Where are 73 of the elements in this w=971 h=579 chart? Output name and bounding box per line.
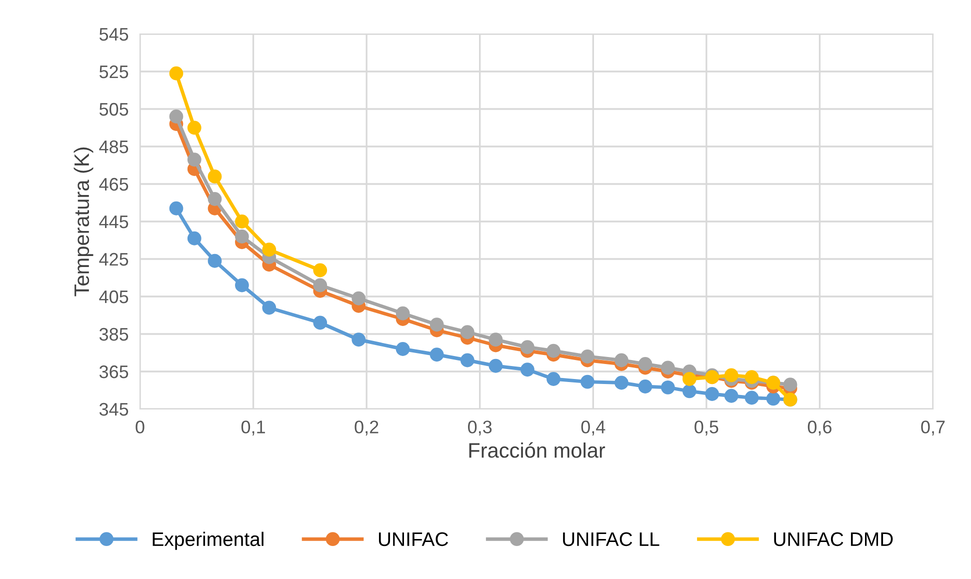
legend-label: Experimental <box>152 532 264 550</box>
legend-label: UNIFAC <box>378 532 448 546</box>
point <box>430 348 444 362</box>
x-tick-label: 0,1 <box>241 420 265 436</box>
point <box>396 306 410 320</box>
point <box>187 120 202 135</box>
point <box>208 254 222 268</box>
x-tick-label: 0,6 <box>808 420 832 436</box>
point <box>430 318 444 332</box>
point <box>169 66 184 80</box>
point <box>744 370 759 384</box>
x-tick-label: 0,4 <box>581 420 606 436</box>
point <box>169 110 184 124</box>
y-tick-label: 405 <box>99 290 128 304</box>
x-tick-label: 0,3 <box>468 420 492 436</box>
point <box>396 342 410 356</box>
point <box>208 192 222 206</box>
point <box>520 340 534 354</box>
point <box>724 388 738 403</box>
point <box>744 390 759 405</box>
y-axis-title: Temperatura (K) <box>74 148 94 296</box>
x-axis-title: Fracción molar <box>469 442 606 458</box>
point <box>546 344 560 358</box>
point <box>705 387 720 401</box>
point <box>187 231 202 246</box>
y-tick-label: 545 <box>99 28 128 41</box>
x-tick-label: 0,5 <box>694 420 718 436</box>
point <box>724 368 738 382</box>
y-tick-label: 465 <box>99 178 128 191</box>
point <box>520 362 534 377</box>
point <box>660 360 675 375</box>
x-tick-label: 0,2 <box>354 420 378 436</box>
point <box>187 152 202 167</box>
point <box>313 278 328 292</box>
x-tick-label: 0 <box>136 420 144 434</box>
y-tick-label: 345 <box>99 402 128 416</box>
point <box>352 332 366 347</box>
legend-label: UNIFAC LL <box>563 532 660 546</box>
x-tick-label: 0,7 <box>921 420 945 436</box>
point <box>546 372 560 386</box>
point <box>638 380 652 394</box>
point <box>235 230 249 244</box>
point <box>580 374 594 389</box>
point <box>352 291 366 306</box>
point <box>313 263 328 278</box>
point <box>169 201 184 216</box>
point <box>783 378 798 392</box>
point <box>682 372 696 386</box>
point <box>488 358 503 373</box>
point <box>313 316 328 330</box>
point <box>614 376 628 390</box>
point <box>638 357 652 371</box>
point <box>488 332 503 347</box>
point <box>262 242 276 257</box>
y-tick-label: 525 <box>99 65 128 78</box>
point <box>682 384 696 398</box>
point <box>766 392 780 406</box>
y-tick-label: 485 <box>99 140 128 154</box>
point <box>614 353 628 368</box>
y-tick-label: 425 <box>99 252 128 266</box>
y-tick-label: 445 <box>99 216 128 228</box>
legend-label: UNIFAC DMD <box>774 532 893 546</box>
point <box>460 353 474 368</box>
point <box>580 350 594 364</box>
point <box>262 300 276 315</box>
point <box>235 278 249 292</box>
point <box>235 214 249 228</box>
y-tick-label: 365 <box>99 365 128 378</box>
y-tick-label: 385 <box>99 328 128 341</box>
point <box>460 325 474 340</box>
y-tick-label: 505 <box>99 102 128 116</box>
point <box>208 170 222 184</box>
point <box>660 380 675 394</box>
